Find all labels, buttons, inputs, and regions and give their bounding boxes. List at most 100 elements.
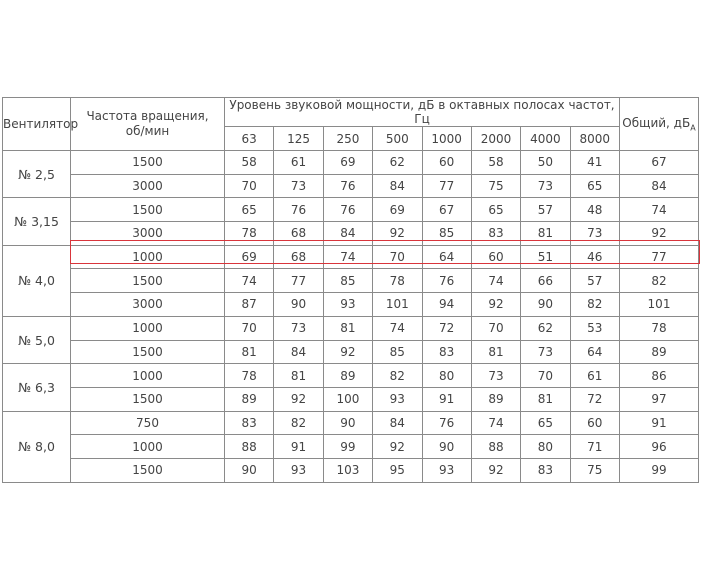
- speed-cell: 3000: [70, 221, 225, 246]
- level-cell: 82: [569, 292, 621, 317]
- level-cell: 90: [273, 292, 324, 317]
- level-cell: 50: [520, 150, 571, 175]
- level-cell: 99: [322, 434, 374, 459]
- level-cell: 75: [569, 457, 621, 483]
- fan-cell: № 4,0: [2, 244, 71, 317]
- level-cell: 65: [569, 173, 621, 199]
- band-header: 125: [273, 126, 324, 151]
- level-cell: 90: [520, 292, 571, 317]
- level-cell: 74: [223, 268, 275, 294]
- level-cell: 72: [421, 315, 472, 341]
- table-row: 1500 90 93 103 95 93 92 83 75 99: [3, 457, 699, 483]
- level-cell: 82: [372, 363, 423, 388]
- band-header: 2000: [470, 126, 522, 151]
- level-cell: 90: [421, 434, 472, 459]
- table-row: № 6,3 1000 78 81 89 82 80 73 70 61 86: [2, 363, 699, 412]
- level-cell: 68: [273, 221, 324, 246]
- level-cell: 65: [470, 197, 522, 223]
- level-cell: 80: [421, 363, 472, 388]
- total-cell: 92: [619, 221, 699, 246]
- total-sub: А: [690, 123, 696, 133]
- total-cell: 91: [619, 410, 699, 436]
- level-cell: 73: [520, 173, 571, 199]
- level-cell: 66: [520, 268, 571, 294]
- table-row: № 2,5 1500 58 61 69 62 60 58 50 41 67: [2, 149, 699, 199]
- level-cell: 75: [470, 173, 522, 199]
- level-cell: 51: [520, 244, 571, 270]
- level-cell: 78: [223, 221, 275, 246]
- level-cell: 70: [470, 315, 522, 341]
- sound-table: Вентилятор Частота вращения, об/мин Уров…: [2, 97, 699, 483]
- level-cell: 68: [273, 244, 324, 270]
- total-cell: 67: [619, 150, 699, 175]
- level-cell: 76: [273, 197, 324, 223]
- level-cell: 89: [223, 386, 275, 412]
- level-cell: 69: [223, 244, 275, 270]
- level-cell: 73: [273, 315, 324, 341]
- total-cell: 82: [619, 268, 699, 294]
- level-cell: 74: [470, 410, 522, 436]
- table-row: 1500 89 92 100 93 91 89 81 72 97: [3, 386, 699, 412]
- level-cell: 85: [322, 268, 374, 294]
- level-cell: 82: [273, 410, 324, 436]
- level-cell: 95: [372, 457, 423, 483]
- level-cell: 60: [421, 150, 472, 175]
- table-row: 1500 81 84 92 85 83 81 73 64 89: [3, 339, 699, 365]
- speed-cell: 1000: [70, 315, 225, 341]
- level-cell: 76: [322, 173, 374, 199]
- level-cell: 92: [470, 457, 522, 483]
- table-row: 3000 78 68 84 92 85 83 81 73 92: [3, 221, 699, 246]
- total-cell: 99: [619, 457, 699, 483]
- level-cell: 62: [520, 315, 571, 341]
- level-cell: 92: [273, 386, 324, 412]
- level-cell: 81: [273, 363, 324, 388]
- level-cell: 103: [322, 457, 374, 483]
- level-cell: 85: [372, 339, 423, 365]
- level-cell: 69: [372, 197, 423, 223]
- level-cell: 91: [421, 386, 472, 412]
- level-cell: 81: [520, 386, 571, 412]
- level-cell: 70: [372, 244, 423, 270]
- level-cell: 101: [372, 292, 423, 317]
- total-cell: 86: [619, 363, 699, 388]
- level-cell: 92: [372, 221, 423, 246]
- level-cell: 69: [322, 150, 374, 175]
- fan-cell: № 3,15: [2, 197, 71, 246]
- level-cell: 65: [223, 197, 275, 223]
- speed-cell: 1500: [70, 339, 225, 365]
- level-cell: 81: [223, 339, 275, 365]
- level-cell: 91: [273, 434, 324, 459]
- level-cell: 48: [569, 197, 621, 223]
- level-cell: 60: [470, 244, 522, 270]
- speed-cell: 1000: [70, 434, 225, 459]
- level-cell: 60: [569, 410, 621, 436]
- fan-cell: № 5,0: [2, 315, 71, 365]
- level-cell: 78: [372, 268, 423, 294]
- level-cell: 90: [223, 457, 275, 483]
- level-cell: 67: [421, 197, 472, 223]
- level-cell: 88: [223, 434, 275, 459]
- level-cell: 92: [322, 339, 374, 365]
- total-cell: 84: [619, 173, 699, 199]
- level-cell: 83: [223, 410, 275, 436]
- fan-cell: № 2,5: [2, 149, 71, 199]
- table-row: № 3,15 1500 65 76 76 69 67 65 57 48 74: [2, 197, 699, 246]
- level-cell: 76: [322, 197, 374, 223]
- table-row: № 8,0 750 83 82 90 84 76 74 65 60 91: [2, 410, 699, 483]
- level-cell: 93: [421, 457, 472, 483]
- total-cell: 74: [619, 197, 699, 223]
- table-row: 3000 70 73 76 84 77 75 73 65 84: [3, 173, 699, 199]
- level-cell: 74: [470, 268, 522, 294]
- band-header: 1000: [421, 126, 472, 151]
- level-cell: 87: [223, 292, 275, 317]
- level-cell: 93: [273, 457, 324, 483]
- level-cell: 78: [223, 363, 275, 388]
- total-cell: 89: [619, 339, 699, 365]
- level-cell: 64: [421, 244, 472, 270]
- level-cell: 53: [569, 315, 621, 341]
- speed-cell: 1000: [70, 244, 225, 270]
- level-cell: 100: [322, 386, 374, 412]
- level-cell: 58: [470, 150, 522, 175]
- total-cell: 78: [619, 315, 699, 341]
- level-cell: 84: [273, 339, 324, 365]
